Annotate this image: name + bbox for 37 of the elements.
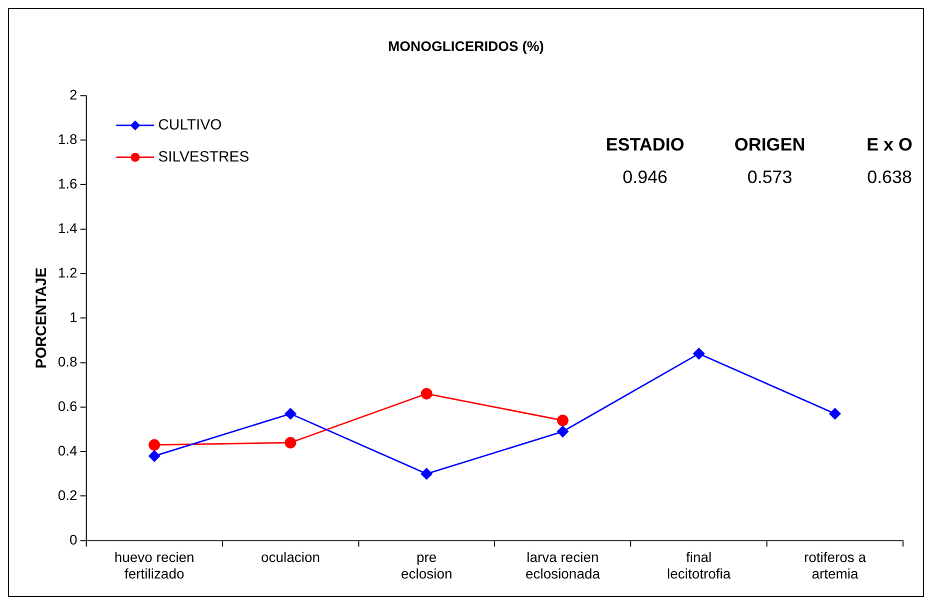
point	[148, 439, 160, 451]
point	[556, 426, 568, 438]
point	[284, 436, 296, 448]
annotation: 0.573	[747, 167, 792, 188]
point	[284, 408, 296, 420]
y-tick-label: 1.2	[58, 264, 78, 280]
x-tick-label: huevo recien fertilizado	[114, 548, 194, 582]
annotation: 0.946	[622, 167, 668, 188]
x-tick-label: final lecitotrofia	[667, 548, 731, 582]
annotation: ESTADIO	[606, 134, 684, 154]
y-tick-label: 0	[70, 531, 78, 548]
legend-label: SILVESTRES	[158, 148, 250, 166]
x-tick-label: larva recien eclosionada	[525, 548, 600, 582]
y-axis-title: PORCENTAJE	[33, 268, 50, 369]
point	[420, 468, 432, 480]
point	[693, 348, 705, 360]
point	[420, 388, 432, 400]
y-tick-label: 0.8	[58, 353, 78, 370]
annotation: 0.638	[867, 167, 912, 188]
point	[556, 414, 568, 426]
annotation: ORIGEN	[734, 134, 806, 154]
y-tick-label: 2	[70, 86, 78, 102]
y-tick-label: 0.6	[58, 398, 78, 414]
x-tick-label: rotiferos a artemia	[804, 548, 866, 582]
y-tick-label: 1.8	[58, 130, 78, 147]
y-tick-label: 0.4	[58, 442, 78, 458]
y-tick-label: 1.4	[58, 220, 78, 236]
y-tick-label: 1	[70, 308, 78, 325]
x-tick-label: oculacion	[260, 548, 320, 565]
legend-label: CULTIVO	[158, 116, 222, 134]
point	[148, 450, 160, 462]
x-tick-label: pre eclosion	[400, 548, 452, 582]
chart-title: MONOGLICERIDOS (%)	[388, 38, 544, 54]
y-tick-label: 1.6	[58, 175, 78, 192]
point	[829, 408, 841, 420]
y-tick-label: 0.2	[58, 486, 78, 503]
annotation: E x O	[866, 134, 913, 154]
